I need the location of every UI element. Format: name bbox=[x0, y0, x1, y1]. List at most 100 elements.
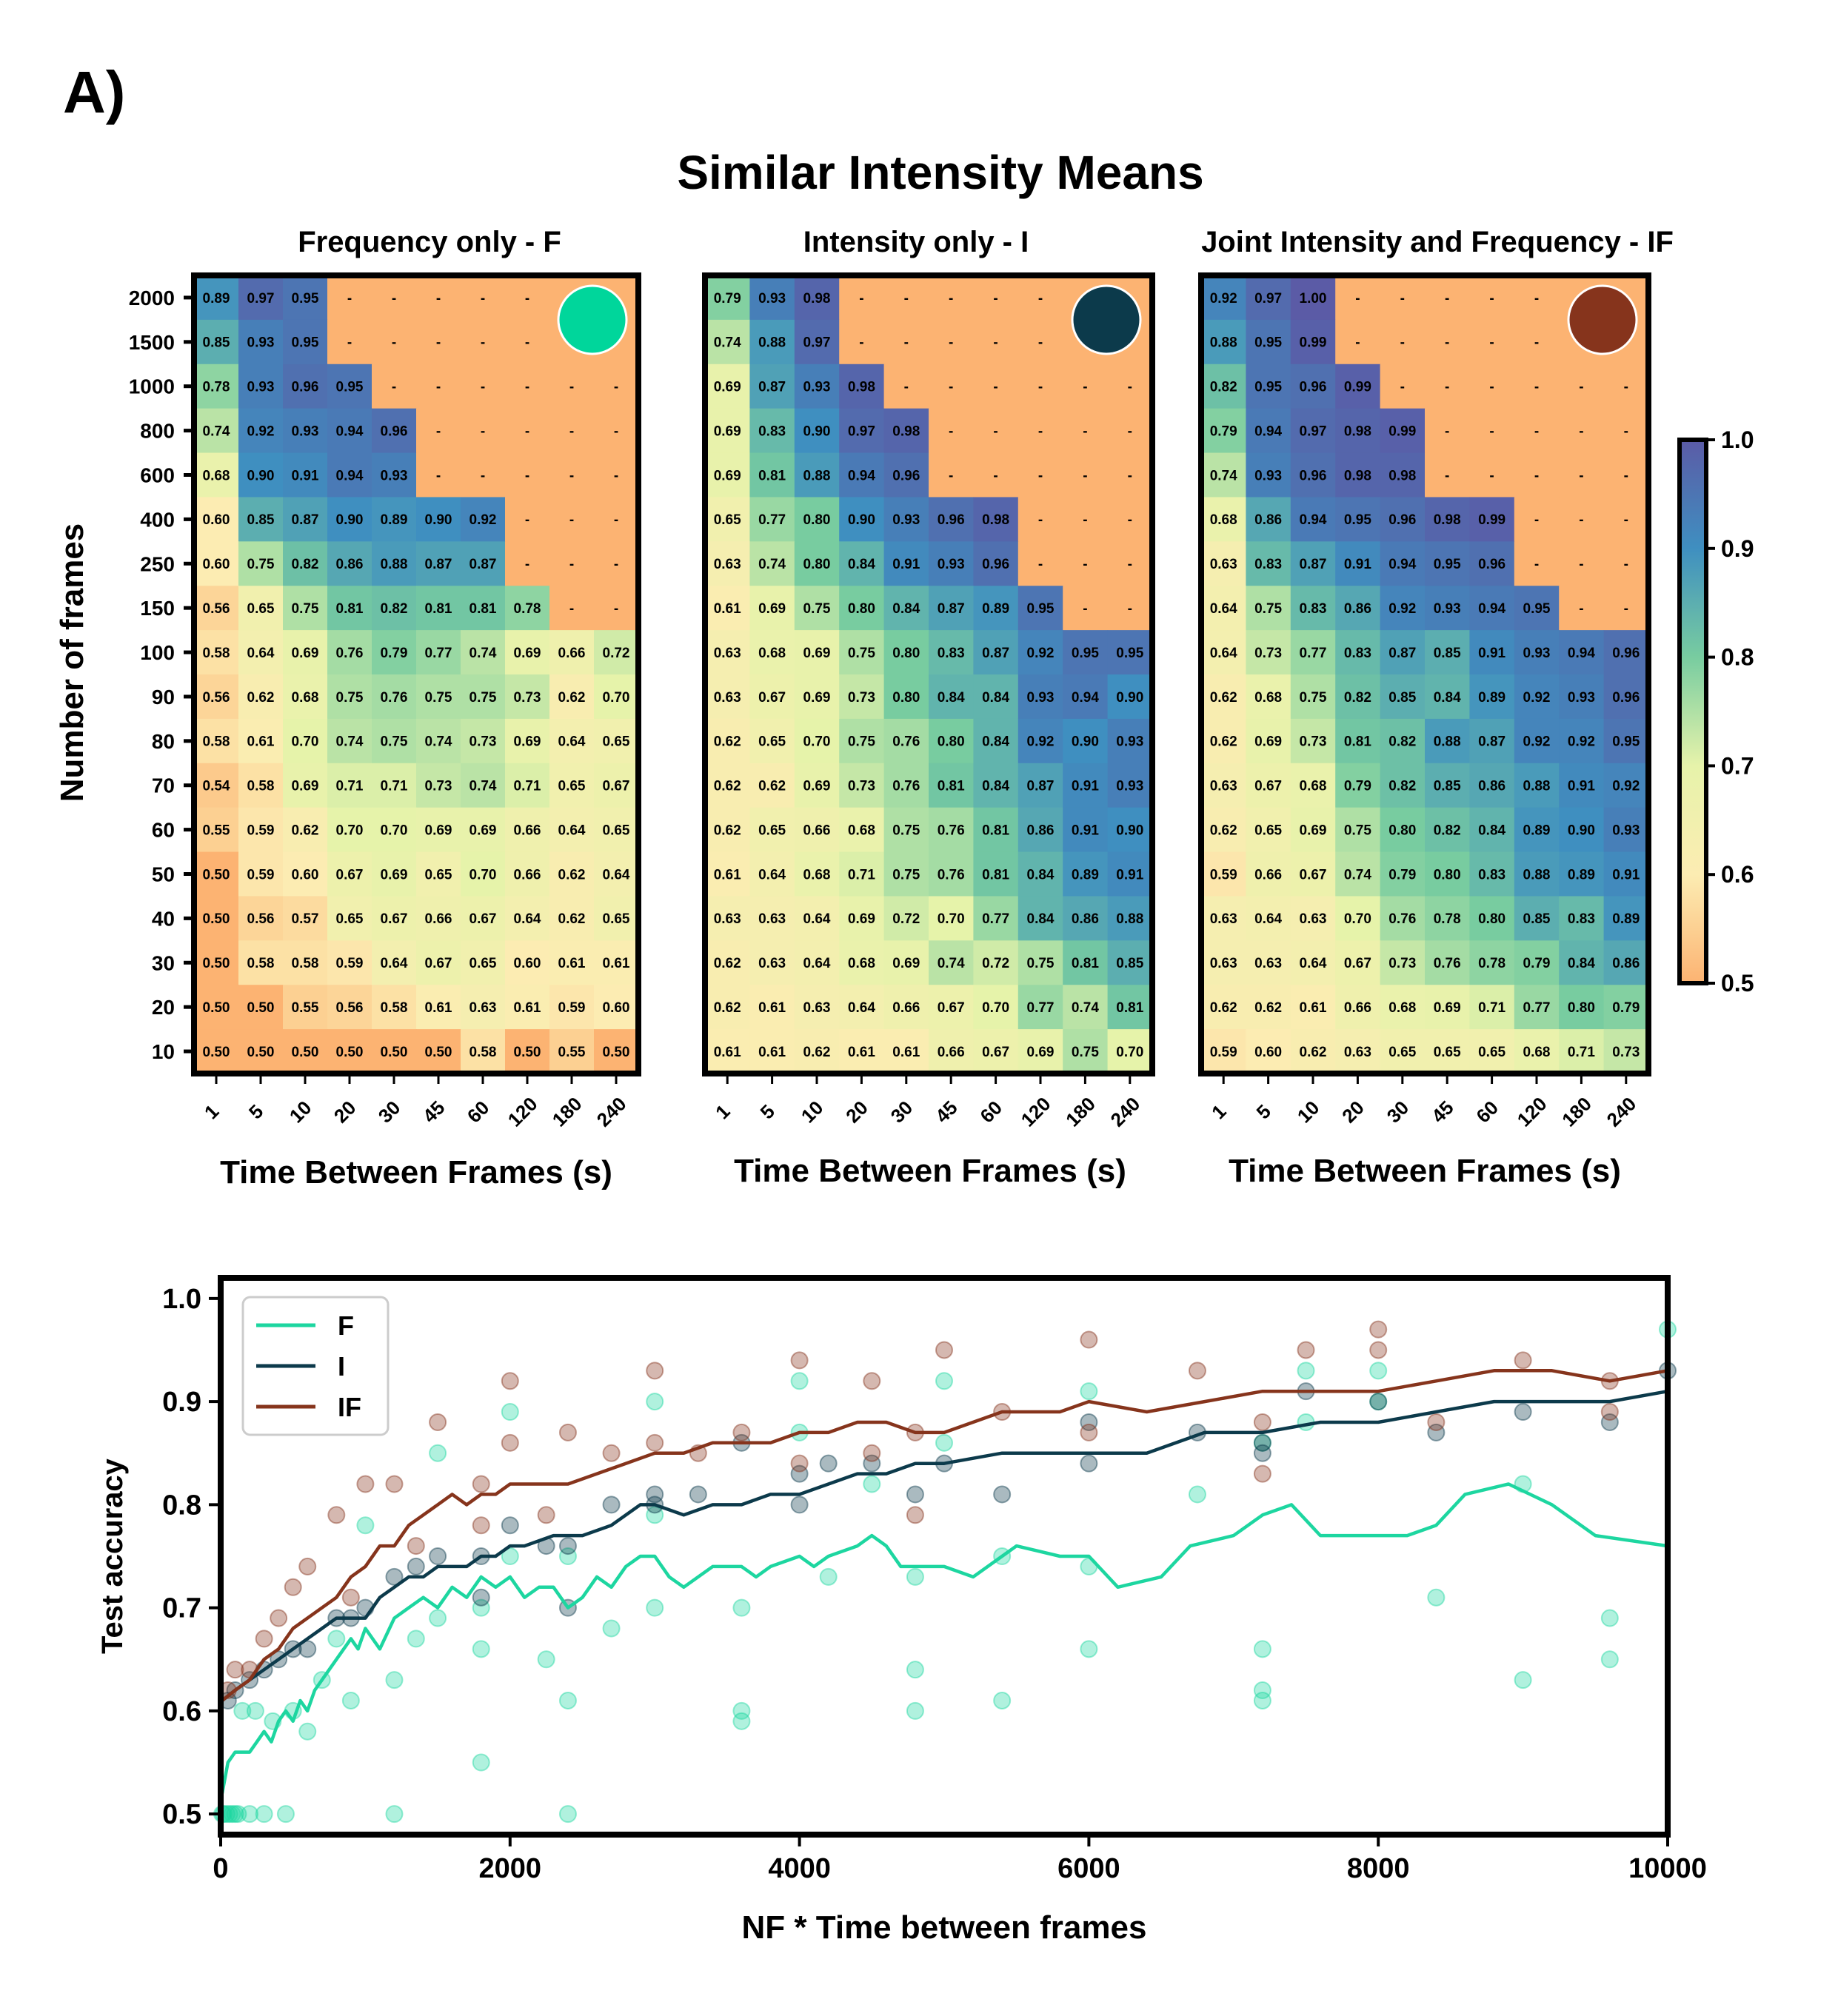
cell-value-label: 0.98 bbox=[803, 291, 831, 307]
scatter-point bbox=[1600, 1650, 1619, 1669]
scatter-point bbox=[558, 1691, 577, 1709]
y-axis-label: Test accuracy bbox=[96, 1458, 129, 1654]
cell-value-label: 0.50 bbox=[203, 1045, 230, 1060]
x-tick-label: 20 bbox=[841, 1096, 872, 1128]
cell-value-label: 0.73 bbox=[848, 690, 875, 706]
scatter-point bbox=[863, 1444, 881, 1462]
heatmap-cell bbox=[1017, 851, 1063, 897]
cell-value-label: - bbox=[1489, 291, 1494, 307]
heatmap-cell bbox=[749, 896, 795, 941]
heatmap-cell bbox=[238, 896, 284, 941]
heatmap-cell bbox=[283, 807, 328, 853]
cell-value-label: 0.58 bbox=[469, 1045, 497, 1060]
x-tick-label: 10 bbox=[285, 1096, 316, 1128]
cell-value-label: - bbox=[1038, 291, 1043, 307]
scatter-point bbox=[646, 1485, 664, 1504]
heatmap-cell bbox=[1246, 851, 1291, 897]
figure-title: Similar Intensity Means bbox=[677, 146, 1203, 199]
cell-value-label: - bbox=[1128, 512, 1132, 528]
heatmap-cell bbox=[1017, 497, 1063, 542]
cell-value-label: 0.84 bbox=[1027, 867, 1055, 883]
scatter-point bbox=[732, 1423, 751, 1441]
cell-value-label: 0.76 bbox=[938, 823, 965, 838]
cell-value-label: 0.72 bbox=[892, 911, 920, 927]
cell-value-label: 0.96 bbox=[1388, 512, 1416, 528]
cell-value-label: 0.58 bbox=[247, 956, 275, 971]
scatter-point bbox=[906, 1701, 924, 1720]
heatmap-cell bbox=[461, 275, 506, 321]
cell-value-label: 0.64 bbox=[558, 734, 586, 750]
cell-value-label: 0.68 bbox=[1300, 779, 1327, 794]
heatmap-cell bbox=[794, 940, 840, 985]
heatmap-cell bbox=[794, 319, 840, 365]
cell-value-label: - bbox=[481, 291, 485, 307]
cell-value-label: 0.84 bbox=[1434, 690, 1461, 706]
scatter-point bbox=[935, 1433, 953, 1452]
cell-value-label: 0.75 bbox=[848, 734, 875, 750]
heatmap-cell bbox=[549, 630, 595, 675]
heatmap-cell bbox=[372, 763, 417, 808]
cell-value-label: 0.69 bbox=[714, 423, 741, 439]
heatmap-cell bbox=[839, 940, 885, 985]
heatmap-cell bbox=[238, 718, 284, 764]
cell-value-label: 0.87 bbox=[1388, 646, 1416, 661]
colorbar-tick-label: 0.8 bbox=[1721, 644, 1754, 671]
cell-value-label: 0.61 bbox=[247, 734, 275, 750]
cell-value-label: 0.74 bbox=[714, 335, 741, 351]
y-axis-label: Number of frames bbox=[54, 523, 90, 803]
heatmap-cell bbox=[372, 586, 417, 631]
cell-value-label: - bbox=[436, 380, 441, 395]
cell-value-label: 0.90 bbox=[803, 423, 831, 439]
cell-value-label: 0.87 bbox=[758, 380, 786, 395]
cell-value-label: - bbox=[1489, 423, 1494, 439]
heatmap-cell bbox=[505, 541, 550, 586]
heatmap-cell bbox=[327, 364, 372, 409]
heatmap-cell bbox=[1559, 364, 1605, 409]
y-tick-label: 1500 bbox=[129, 331, 175, 354]
heatmap-cell bbox=[1017, 718, 1063, 764]
heatmap-cell bbox=[839, 586, 885, 631]
heatmap-cell bbox=[372, 674, 417, 720]
cell-value-label: - bbox=[904, 380, 909, 395]
heatmap-cell bbox=[1514, 718, 1560, 764]
cell-value-label: 0.69 bbox=[714, 380, 741, 395]
heatmap-cell bbox=[461, 763, 506, 808]
scatter-point bbox=[1080, 1382, 1098, 1401]
cell-value-label: 0.79 bbox=[1523, 956, 1551, 971]
scatter-point bbox=[1253, 1433, 1271, 1452]
x-axis-label: Time Between Frames (s) bbox=[1229, 1153, 1621, 1189]
scatter-point bbox=[1514, 1671, 1532, 1690]
cell-value-label: 0.54 bbox=[203, 779, 230, 794]
x-axis-label: NF * Time between frames bbox=[742, 1909, 1147, 1946]
heatmap-cell bbox=[372, 851, 417, 897]
cell-value-label: 0.75 bbox=[1072, 1045, 1099, 1060]
cell-value-label: 0.93 bbox=[1116, 734, 1143, 750]
cell-value-label: 0.67 bbox=[469, 911, 497, 927]
heatmap-cell bbox=[1514, 586, 1560, 631]
scatter-point bbox=[1080, 1454, 1098, 1473]
cell-value-label: 0.87 bbox=[469, 557, 497, 572]
heatmap-cell bbox=[283, 851, 328, 897]
heatmap-cell bbox=[794, 718, 840, 764]
cell-value-label: 0.75 bbox=[247, 557, 275, 572]
plot-frame bbox=[218, 1275, 1671, 1838]
heatmap-cell bbox=[416, 630, 461, 675]
cell-value-label: 0.74 bbox=[469, 646, 497, 661]
heatmap-cell bbox=[749, 630, 795, 675]
heatmap-cell bbox=[1335, 985, 1381, 1030]
cell-value-label: 0.74 bbox=[1344, 867, 1371, 883]
scatter-point bbox=[906, 1506, 924, 1524]
heatmap-cell bbox=[883, 541, 929, 586]
cell-value-label: 0.61 bbox=[714, 867, 741, 883]
cell-value-label: 0.91 bbox=[292, 468, 319, 483]
cell-value-label: 0.73 bbox=[1254, 646, 1282, 661]
cell-value-label: 0.58 bbox=[292, 956, 319, 971]
cell-value-label: 0.80 bbox=[892, 646, 920, 661]
colorbar-tick-label: 0.7 bbox=[1721, 752, 1754, 779]
x-tick-label: 10 bbox=[797, 1096, 828, 1128]
heatmap-cell bbox=[1514, 807, 1560, 853]
cell-value-label: - bbox=[392, 380, 396, 395]
heatmap-cell bbox=[1107, 497, 1153, 542]
x-tick-label: 10 bbox=[1293, 1096, 1324, 1128]
x-tick-label: 20 bbox=[330, 1096, 361, 1128]
